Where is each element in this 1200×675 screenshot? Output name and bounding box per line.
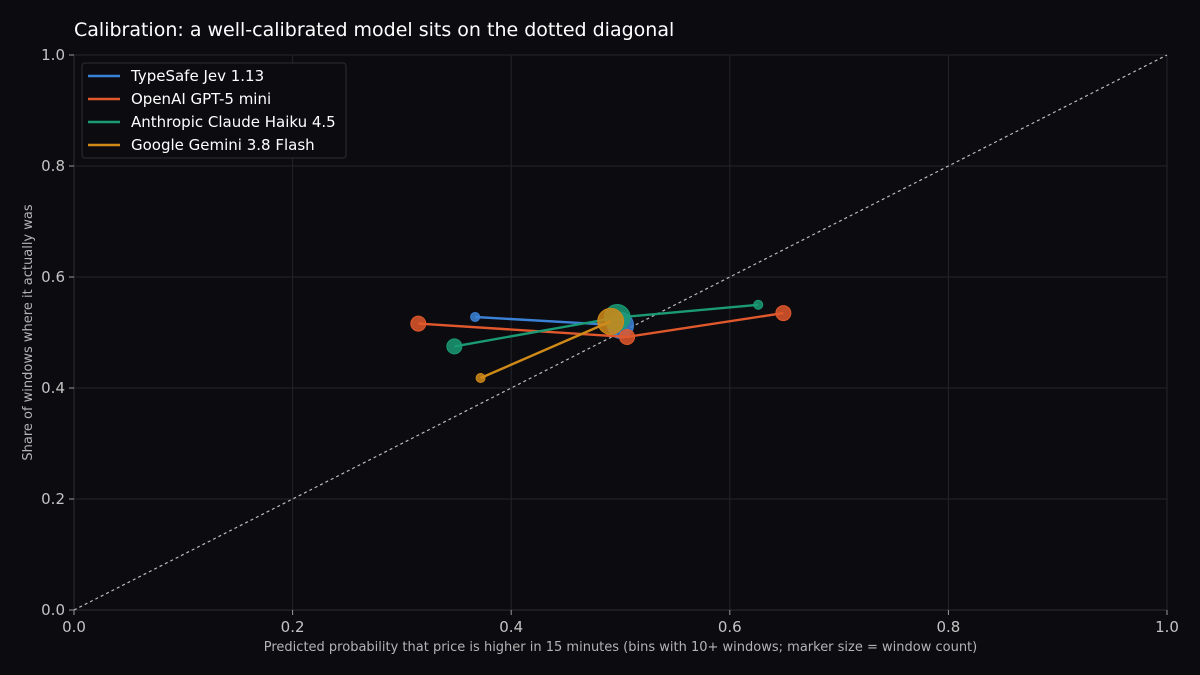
y-tick-label: 0.4 [41,379,65,397]
data-point [597,307,625,335]
data-point [446,338,463,355]
legend-label: Google Gemini 3.8 Flash [131,136,315,154]
y-tick-label: 1.0 [41,46,65,64]
y-axis-label: Share of windows where it actually was [21,204,36,461]
data-point [470,311,481,322]
data-point [619,328,636,345]
y-tick-label: 0.2 [41,490,65,508]
series-group [410,299,792,384]
legend-box [81,62,347,159]
legend: TypeSafe Jev 1.13 OpenAI GPT-5 mini Anthro… [81,62,347,159]
data-point [475,373,486,384]
tick-labels: 0.0 0.2 0.4 0.6 0.8 1.0 0.0 0.2 0.4 0.6 0.8 1.0 [41,46,1179,636]
x-tick-label: 0.2 [281,618,305,636]
x-axis-label: Predicted probability that price is high… [264,640,977,655]
series-line [475,315,621,327]
x-tick-label: 0.8 [936,618,960,636]
series-1 [410,305,792,345]
x-tick-label: 0.6 [718,618,742,636]
legend-label: Anthropic Claude Haiku 4.5 [131,113,336,131]
data-point [775,305,792,322]
chart-title: Calibration: a well-calibrated model sit… [74,19,674,41]
y-tick-label: 0.8 [41,157,65,175]
y-tick-label: 0.0 [41,601,65,619]
series-line [480,320,612,380]
y-tick-label: 0.6 [41,268,65,286]
plot-frame [73,55,1167,611]
legend-label: OpenAI GPT-5 mini [131,90,271,108]
data-point [410,315,427,332]
series-3 [475,307,625,384]
x-tick-label: 1.0 [1155,618,1179,636]
x-tick-label: 0.0 [62,618,86,636]
data-point [753,299,764,310]
legend-label: TypeSafe Jev 1.13 [130,67,264,85]
x-tick-label: 0.4 [499,618,523,636]
